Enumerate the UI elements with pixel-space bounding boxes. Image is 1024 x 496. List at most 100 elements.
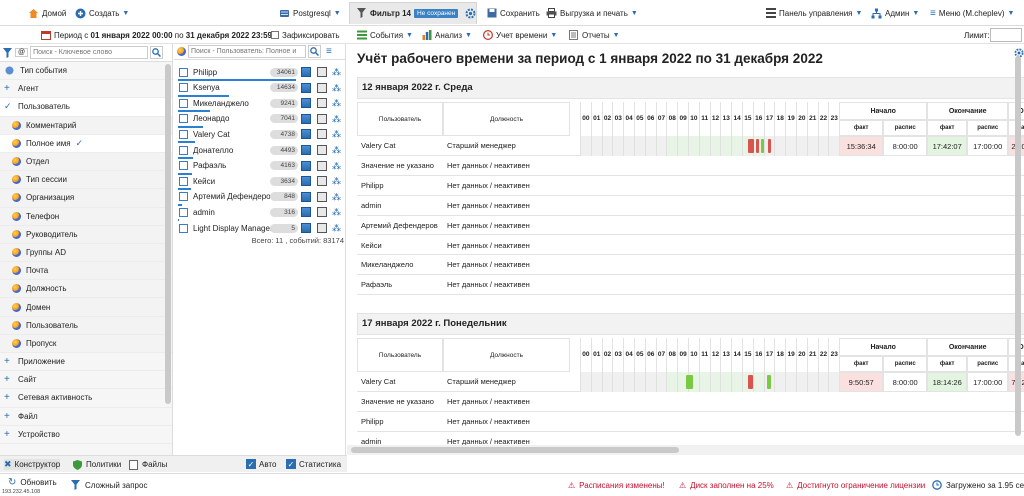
horizontal-scrollbar[interactable] <box>347 445 1024 455</box>
expand-icon[interactable]: + <box>4 392 10 404</box>
create-button[interactable]: Создать ▼ <box>75 0 129 26</box>
user-list-item[interactable]: Донателло 4493 ⁂ <box>174 142 345 158</box>
tree-item[interactable]: Комментарий <box>0 116 172 135</box>
warning-disk[interactable]: ⚠ Диск заполнен на 25% <box>679 474 774 496</box>
admin-menu[interactable]: Админ ▼ <box>871 0 919 26</box>
tree-item[interactable]: Тип события <box>0 62 172 81</box>
checkbox[interactable] <box>179 207 188 217</box>
filter-tab[interactable] <box>349 2 477 24</box>
checkbox[interactable] <box>179 192 188 202</box>
table-row[interactable] <box>357 236 1024 256</box>
sitemap-icon[interactable]: ⁂ <box>332 82 341 93</box>
expand-icon[interactable]: + <box>4 428 10 440</box>
monitor-icon[interactable] <box>317 82 327 93</box>
left-search-input[interactable] <box>30 46 149 59</box>
monitor-icon[interactable] <box>317 129 327 140</box>
limit-input[interactable] <box>990 28 1022 42</box>
group-icon[interactable] <box>301 129 311 140</box>
sitemap-icon[interactable]: ⁂ <box>332 207 341 218</box>
sitemap-icon[interactable]: ⁂ <box>332 176 341 187</box>
tree-item[interactable]: + Устройство <box>0 426 172 444</box>
expand-icon[interactable]: + <box>4 410 10 422</box>
checkbox[interactable] <box>179 145 188 155</box>
tab-constructor[interactable]: ✖ Конструктор <box>4 459 61 470</box>
tree-item[interactable]: + Сайт <box>0 371 172 390</box>
tree-item[interactable]: Организация <box>0 189 172 208</box>
expand-icon[interactable]: + <box>4 356 10 368</box>
tree-item[interactable]: Пропуск <box>0 334 172 353</box>
monitor-icon[interactable] <box>317 223 327 233</box>
checkbox[interactable] <box>179 176 188 186</box>
sitemap-icon[interactable]: ⁂ <box>332 113 341 124</box>
stats-checkbox[interactable]: ✓ Статистика <box>286 459 341 469</box>
scrollbar-thumb[interactable] <box>351 447 679 453</box>
sitemap-icon[interactable]: ⁂ <box>332 145 341 155</box>
group-icon[interactable] <box>301 82 311 93</box>
tree-item[interactable]: ✓ Пользователь <box>0 98 172 117</box>
user-list-item[interactable]: Philipp 34061 ⁂ <box>174 64 345 80</box>
warning-schedules[interactable]: ⚠ Расписания изменены! <box>568 474 665 496</box>
home-button[interactable]: Домой <box>28 0 66 26</box>
user-list-item[interactable]: Light Display Manager 5 ⁂ <box>174 220 345 236</box>
user-list-item[interactable]: Рафаэль 4163 ⁂ <box>174 158 345 174</box>
dashboard-menu[interactable]: Панель управления ▼ <box>765 0 862 26</box>
group-icon[interactable] <box>301 160 311 171</box>
group-icon[interactable] <box>301 223 311 233</box>
group-icon[interactable] <box>301 113 311 124</box>
auto-checkbox[interactable]: ✓ Авто <box>246 459 276 469</box>
search-icon[interactable] <box>150 46 164 59</box>
search-icon[interactable] <box>308 45 321 58</box>
events-menu[interactable]: События ▼ <box>356 26 413 44</box>
sitemap-icon[interactable]: ⁂ <box>332 160 341 171</box>
tree-item[interactable]: Телефон <box>0 207 172 226</box>
tree-item[interactable]: Отдел <box>0 152 172 172</box>
checkbox[interactable] <box>179 223 188 233</box>
table-row[interactable] <box>357 156 1024 176</box>
checkbox[interactable] <box>179 161 188 171</box>
reports-menu[interactable]: Отчеты ▼ <box>568 26 620 44</box>
checkbox[interactable] <box>179 114 188 124</box>
table-row[interactable] <box>357 196 1024 216</box>
monitor-icon[interactable] <box>317 67 327 77</box>
sitemap-icon[interactable]: ⁂ <box>332 129 341 140</box>
table-row[interactable] <box>357 392 1024 412</box>
tab-files[interactable]: Файлы <box>128 459 167 470</box>
tree-item[interactable]: + Агент <box>0 80 172 99</box>
monitor-icon[interactable] <box>317 98 327 109</box>
monitor-icon[interactable] <box>317 145 327 155</box>
table-row[interactable] <box>357 255 1024 276</box>
tree-item[interactable]: Должность <box>0 280 172 299</box>
group-icon[interactable] <box>301 191 311 202</box>
checkbox[interactable] <box>179 129 188 139</box>
fix-period-checkbox[interactable]: Зафиксировать <box>271 26 340 44</box>
user-list-item[interactable]: Ksenya 14634 ⁂ <box>174 80 345 96</box>
user-list-item[interactable]: Кейси 3634 ⁂ <box>174 173 345 189</box>
group-icon[interactable] <box>301 176 311 187</box>
user-list-item[interactable]: Микеланджело 9241 ⁂ <box>174 95 345 111</box>
refresh-button[interactable]: ↻ Обновить <box>8 471 57 493</box>
table-row[interactable] <box>357 412 1024 432</box>
tree-item[interactable]: + Файл <box>0 408 172 426</box>
user-list-item[interactable]: Леонардо 7041 ⁂ <box>174 111 345 127</box>
user-list-item[interactable]: Артемий Дефендеров 848 ⁂ <box>174 189 345 205</box>
group-icon[interactable] <box>301 207 311 218</box>
tree-item[interactable]: Группы AD <box>0 243 172 263</box>
sitemap-icon[interactable]: ⁂ <box>332 67 341 77</box>
monitor-icon[interactable] <box>317 113 327 124</box>
tree-item[interactable]: Домен <box>0 298 172 317</box>
table-row[interactable] <box>357 275 1024 296</box>
group-icon[interactable] <box>301 98 311 109</box>
save-button[interactable]: Сохранить <box>486 0 540 26</box>
checkbox[interactable] <box>179 98 188 108</box>
export-print-button[interactable]: Выгрузка и печать ▼ <box>546 0 638 26</box>
group-icon[interactable] <box>301 145 311 155</box>
at-selector[interactable]: @ <box>15 48 29 57</box>
group-icon[interactable] <box>301 67 311 77</box>
tree-item[interactable]: Пользователь <box>0 316 172 335</box>
user-list-item[interactable]: admin 316 ⁂ <box>174 204 345 220</box>
tree-item[interactable]: Руководитель <box>0 225 172 244</box>
monitor-icon[interactable] <box>317 176 327 187</box>
tree-item[interactable]: Почта <box>0 262 172 281</box>
list-menu-icon[interactable]: ≡ <box>326 46 332 57</box>
expand-icon[interactable]: + <box>4 374 10 386</box>
